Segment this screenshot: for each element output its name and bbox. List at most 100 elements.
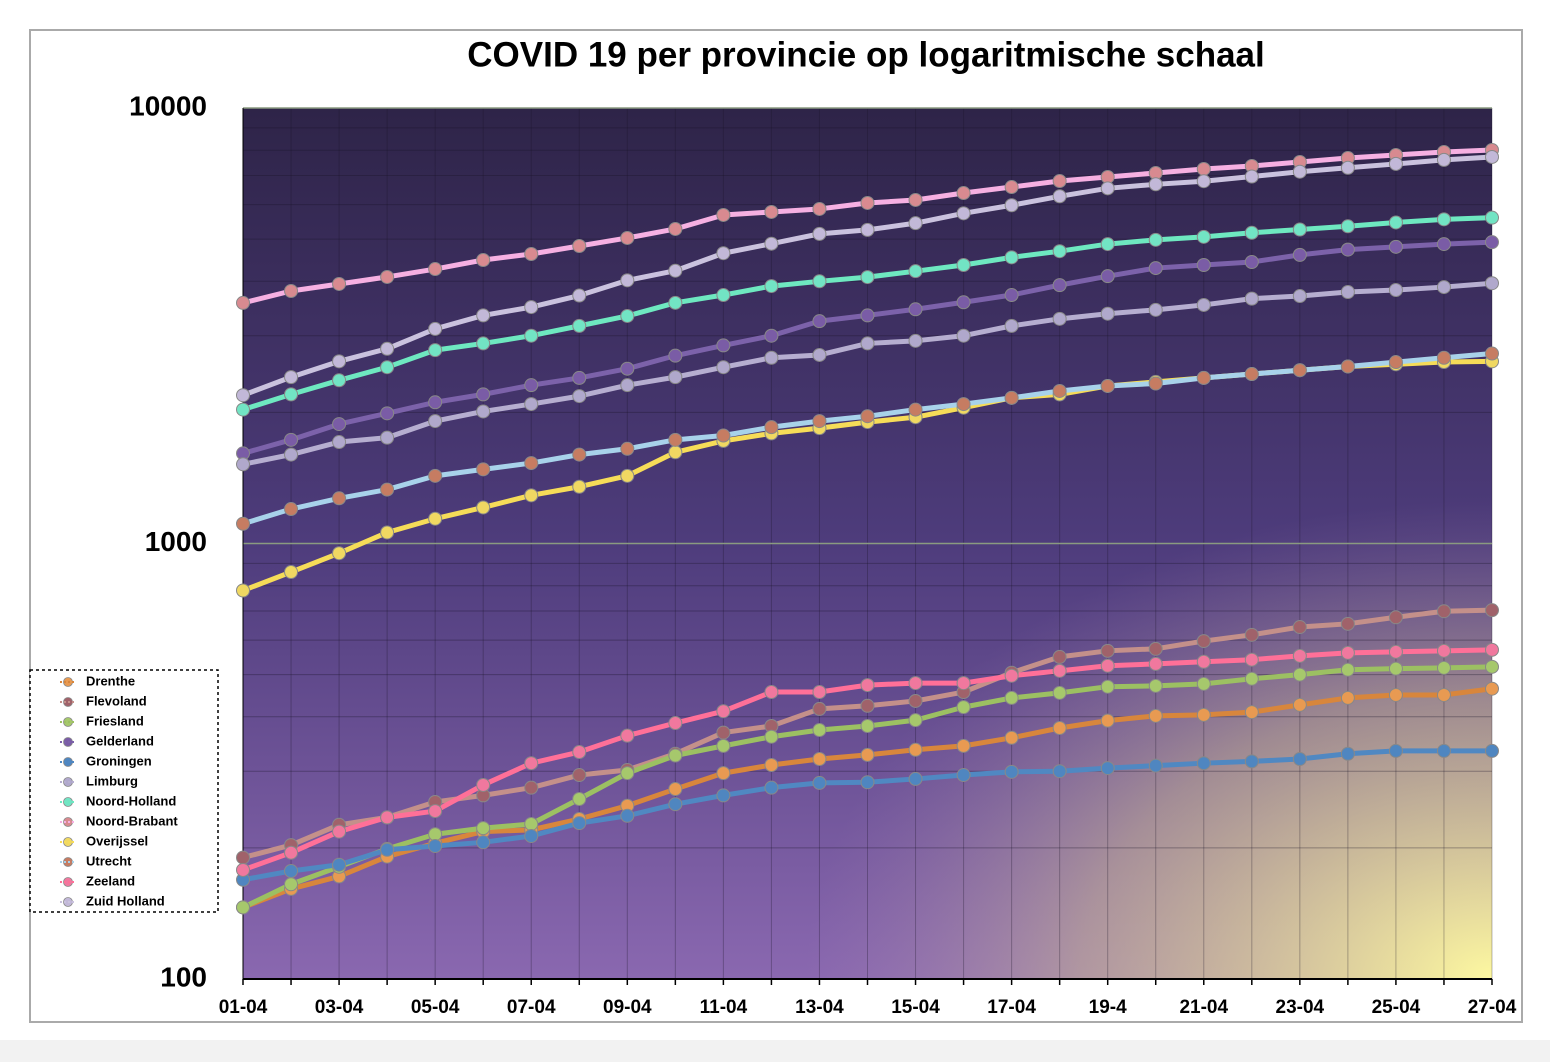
legend-label: Limburg xyxy=(86,773,138,788)
data-point xyxy=(1485,346,1499,361)
data-point xyxy=(524,816,539,831)
data-point xyxy=(1292,752,1307,767)
data-point xyxy=(956,186,971,201)
data-point xyxy=(1100,643,1115,658)
data-point xyxy=(668,748,683,763)
data-point xyxy=(1388,283,1403,298)
data-point xyxy=(860,698,875,713)
data-point xyxy=(716,288,731,303)
data-point xyxy=(1485,235,1499,250)
data-point xyxy=(1052,685,1067,700)
data-point xyxy=(1196,756,1211,771)
data-point xyxy=(332,435,347,450)
legend-label: Drenthe xyxy=(86,673,135,688)
data-point xyxy=(1340,690,1355,705)
data-point xyxy=(380,842,395,857)
data-point xyxy=(764,236,779,251)
data-point xyxy=(1485,681,1499,696)
data-point xyxy=(1004,764,1019,779)
data-point xyxy=(1052,189,1067,204)
data-point xyxy=(620,766,635,781)
data-point xyxy=(1052,173,1067,188)
data-point xyxy=(1196,297,1211,312)
data-point xyxy=(1100,306,1115,321)
legend-label: Utrecht xyxy=(86,853,132,868)
data-point xyxy=(236,850,250,865)
data-point xyxy=(1292,620,1307,635)
data-point xyxy=(236,583,250,598)
data-point xyxy=(1436,660,1451,675)
data-point xyxy=(620,273,635,288)
data-point xyxy=(668,432,683,447)
data-point xyxy=(716,207,731,222)
data-point xyxy=(860,747,875,762)
data-point xyxy=(1436,604,1451,619)
data-point xyxy=(428,262,443,277)
data-point xyxy=(1052,721,1067,736)
data-point xyxy=(284,845,299,860)
y-tick-label: 10000 xyxy=(129,90,207,121)
data-point xyxy=(1244,254,1259,269)
legend-label: Zuid Holland xyxy=(86,893,165,908)
data-point xyxy=(1148,376,1163,391)
data-point xyxy=(524,756,539,771)
data-point xyxy=(908,742,923,757)
data-point xyxy=(1244,169,1259,184)
data-point xyxy=(1196,161,1211,176)
data-point xyxy=(380,525,395,540)
data-point xyxy=(1388,215,1403,230)
data-point xyxy=(668,221,683,236)
data-point xyxy=(1292,697,1307,712)
data-point xyxy=(1148,302,1163,317)
data-point xyxy=(620,308,635,323)
legend-label: Noord-Holland xyxy=(86,793,176,808)
data-point xyxy=(524,247,539,262)
data-point xyxy=(284,370,299,385)
data-point xyxy=(1340,746,1355,761)
x-tick-label: 23-04 xyxy=(1276,997,1325,1018)
data-point xyxy=(572,816,587,831)
data-point xyxy=(476,387,491,402)
data-point xyxy=(716,246,731,261)
x-tick-label: 13-04 xyxy=(795,997,844,1018)
data-point xyxy=(1196,258,1211,273)
data-point xyxy=(524,397,539,412)
data-point xyxy=(620,468,635,483)
data-point xyxy=(1292,363,1307,378)
x-tick-label: 03-04 xyxy=(315,997,364,1018)
data-point xyxy=(764,420,779,435)
data-point xyxy=(1244,754,1259,769)
legend-label: Overijssel xyxy=(86,833,148,848)
data-point xyxy=(620,230,635,245)
data-point xyxy=(908,192,923,207)
data-point xyxy=(476,308,491,323)
data-point xyxy=(1052,244,1067,259)
data-point xyxy=(764,204,779,219)
data-point xyxy=(1244,291,1259,306)
data-point xyxy=(1340,645,1355,660)
data-point xyxy=(716,704,731,719)
data-point xyxy=(860,409,875,424)
data-point xyxy=(332,276,347,291)
data-point xyxy=(1485,149,1499,164)
data-point xyxy=(284,502,299,517)
legend-label: Gelderland xyxy=(86,733,154,748)
data-point xyxy=(1340,285,1355,300)
data-point xyxy=(476,252,491,267)
data-point xyxy=(1100,269,1115,284)
data-point xyxy=(1244,225,1259,240)
data-point xyxy=(764,758,779,773)
data-point xyxy=(524,456,539,471)
data-point xyxy=(1292,164,1307,179)
data-point xyxy=(668,348,683,363)
data-point xyxy=(1244,705,1259,720)
data-point xyxy=(1004,318,1019,333)
data-point xyxy=(1100,658,1115,673)
data-point xyxy=(812,701,827,716)
data-point xyxy=(1340,662,1355,677)
data-point xyxy=(908,216,923,231)
data-point xyxy=(812,226,827,241)
data-point xyxy=(332,354,347,369)
data-point xyxy=(668,445,683,460)
data-point xyxy=(620,361,635,376)
